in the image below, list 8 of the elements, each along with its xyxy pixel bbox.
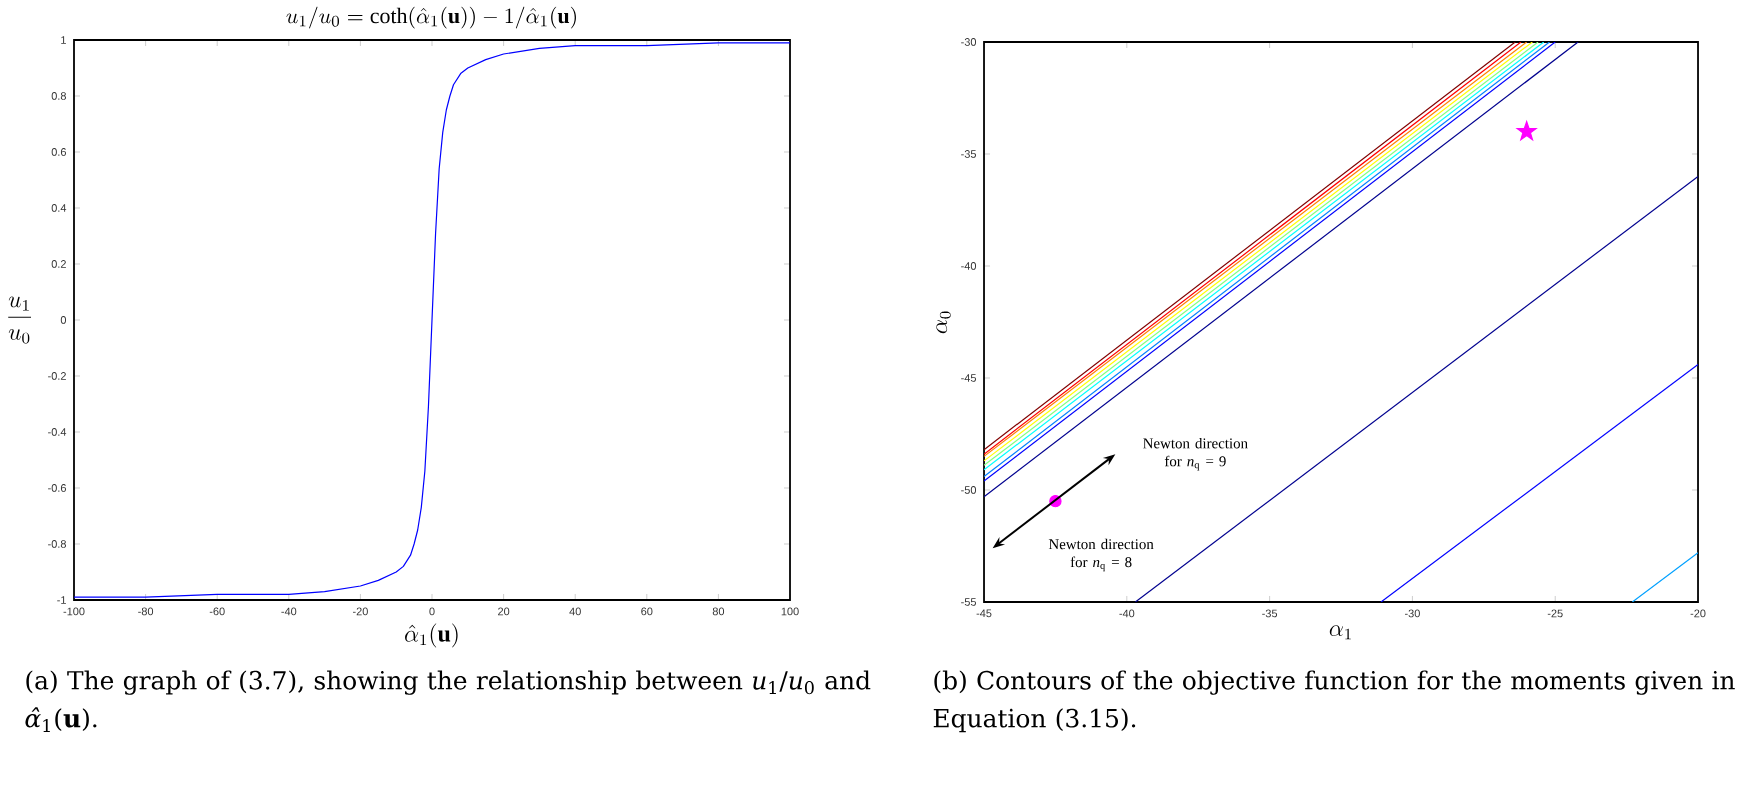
y-axis-title: $\alpha_0$ — [936, 311, 951, 334]
chart-title: $u_1/u_0 = \coth(\hat{\alpha}_1(\mathbf{u})) - 1/\hat{\alpha}_1(\mathbf{u})$ — [286, 6, 576, 29]
text: (a) The graph of (3.7), showing the relationship between u$_{1}$/u$_{0}$ and α̂$_{1}$(u). — [25, 670, 871, 732]
line-series — [74, 42, 791, 598]
text: (b) Contours of the objective function for the moments given in Equation (3.15). — [933, 670, 1735, 733]
x-axis-title: $\alpha_1$ — [1329, 625, 1351, 640]
y-axis-title: $\frac{u_1}{u_0}$ — [8, 296, 32, 344]
x-axis-title: $\hat{\alpha}_1(\mathbf{u})$ — [405, 623, 458, 648]
